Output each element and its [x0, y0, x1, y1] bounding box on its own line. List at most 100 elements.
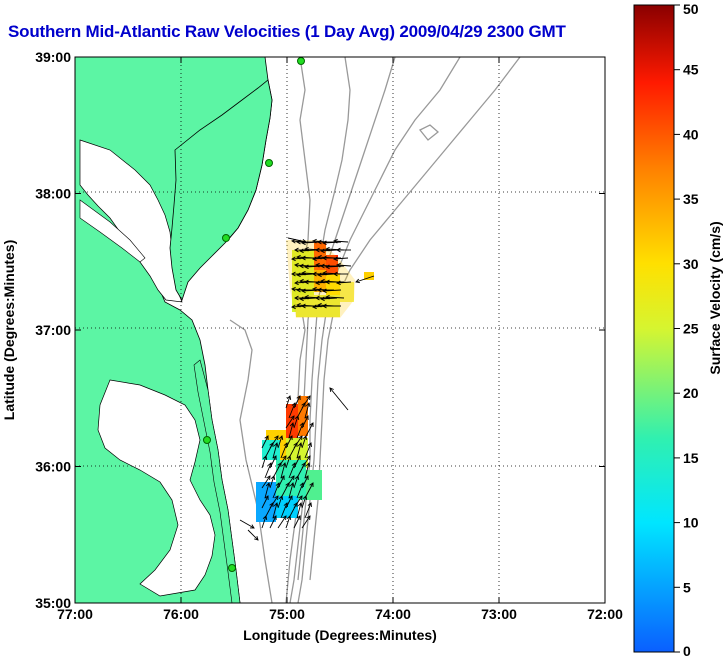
chart-title: Southern Mid-Atlantic Raw Velocities (1 … [8, 22, 566, 41]
velocity-arrow [280, 502, 288, 519]
velocity-arrow [304, 264, 324, 270]
colorbar-tick-label: 35 [683, 191, 699, 207]
velocity-arrow [320, 263, 337, 269]
velocity-arrow [277, 515, 287, 529]
velocity-arrow [293, 415, 300, 429]
velocity-arrow [247, 529, 259, 541]
velocity-arrow [325, 264, 345, 270]
x-axis-ticks: 77:00 76:00 75:00 74:00 73:00 72:00 [57, 57, 623, 622]
velocity-arrow [261, 515, 268, 529]
velocity-arrow [355, 275, 375, 284]
y-axis-ticks: 35:00 36:00 37:00 38:00 39:00 [35, 49, 605, 611]
velocity-arrow [325, 294, 345, 300]
velocity-arrow [299, 263, 316, 269]
velocity-arrow [285, 515, 292, 529]
x-tick-label: 75:00 [269, 606, 305, 622]
colorbar-tick-label: 30 [683, 256, 699, 272]
velocity-arrow [325, 279, 344, 285]
y-tick-label: 38:00 [35, 186, 71, 202]
station-marker [265, 159, 273, 167]
x-tick-label: 77:00 [57, 606, 93, 622]
velocity-arrow [301, 288, 321, 294]
velocity-arrow [288, 422, 295, 439]
colorbar-gradient [633, 4, 675, 653]
colorbar-tick-label: 20 [683, 385, 699, 401]
velocity-arrow [285, 395, 292, 409]
potomac-river [79, 199, 146, 263]
velocity-arrow [296, 482, 304, 499]
colorbar-tick-label: 15 [683, 450, 699, 466]
velocity-arrow [322, 255, 341, 261]
velocity-arrow [272, 482, 280, 499]
velocity-arrow [336, 247, 351, 253]
land-delmarva [169, 79, 273, 301]
velocity-arrow [264, 482, 271, 499]
velocity-arrow [296, 422, 304, 439]
velocity-arrow [301, 495, 308, 509]
velocity-arrow [336, 280, 352, 286]
velocity-arrow [301, 435, 308, 449]
colorbar-tick-label: 50 [683, 1, 699, 17]
y-tick-label: 36:00 [35, 459, 71, 475]
velocity-arrow [261, 495, 269, 509]
velocity-arrow [317, 287, 334, 293]
velocity-arrow [288, 482, 295, 499]
velocity-arrow [329, 387, 349, 411]
velocity-arrow [287, 237, 307, 244]
velocity-arrow [301, 303, 320, 309]
colorbar-ticks: 0 5 10 15 20 25 30 35 40 45 50 [674, 1, 699, 659]
colorbar-tick-label: 10 [683, 515, 699, 531]
velocity-vectors [239, 237, 375, 541]
velocity-arrow [304, 279, 323, 285]
velocity-arrow [239, 519, 255, 529]
velocity-arrow [261, 455, 268, 469]
velocity-arrow [288, 402, 296, 419]
station-marker [203, 436, 211, 444]
velocity-arrow [296, 502, 303, 519]
graticule-grid [75, 57, 605, 603]
station-marker [228, 564, 236, 572]
velocity-arrow [304, 462, 311, 479]
velocity-arrow [304, 502, 312, 519]
y-tick-label: 39:00 [35, 49, 71, 65]
velocity-arrow [301, 255, 320, 261]
velocity-arrow [322, 240, 342, 246]
colorbar-tick-label: 45 [683, 62, 699, 78]
colorbar-label: Surface Velocity (cm/s) [707, 221, 723, 374]
chesapeake-bay [79, 139, 183, 303]
velocity-arrow [288, 462, 296, 479]
velocity-arrow [333, 271, 348, 277]
colorbar-tick-label: 5 [683, 579, 691, 595]
velocity-arrow [293, 475, 300, 489]
colorbar: 0 5 10 15 20 25 30 35 40 45 50 Surface Velocity (c… [633, 1, 723, 659]
velocity-arrow [296, 287, 313, 293]
velocity-arrow [280, 442, 288, 459]
pamlico-sound [97, 379, 216, 597]
velocity-arrow [277, 435, 284, 449]
velocity-arrow [272, 502, 279, 519]
velocity-arrow [304, 402, 311, 419]
colorbar-tick-label: 0 [683, 643, 691, 659]
velocity-arrow [261, 435, 269, 449]
velocity-arrow [264, 462, 272, 479]
velocity-arrow [277, 495, 284, 509]
x-tick-label: 76:00 [163, 606, 199, 622]
velocity-arrow [261, 475, 271, 489]
velocity-arrow [333, 256, 349, 262]
velocity-arrow [269, 515, 277, 529]
velocity-arrow [322, 288, 342, 294]
velocity-arrow [296, 442, 303, 459]
velocity-arrow [272, 442, 279, 459]
velocity-arrow [280, 462, 287, 479]
y-tick-label: 37:00 [35, 322, 71, 338]
x-axis-label: Longitude (Degrees:Minutes) [243, 627, 437, 643]
x-tick-label: 72:00 [587, 606, 623, 622]
velocity-arrow [285, 455, 292, 469]
velocity-arrow [285, 415, 295, 429]
colorbar-tick-label: 40 [683, 126, 699, 142]
velocity-field-south [256, 396, 322, 522]
velocity-arrow [333, 238, 349, 244]
outer-banks [193, 359, 241, 603]
velocity-arrow [269, 475, 276, 489]
velocity-arrow [317, 239, 334, 245]
